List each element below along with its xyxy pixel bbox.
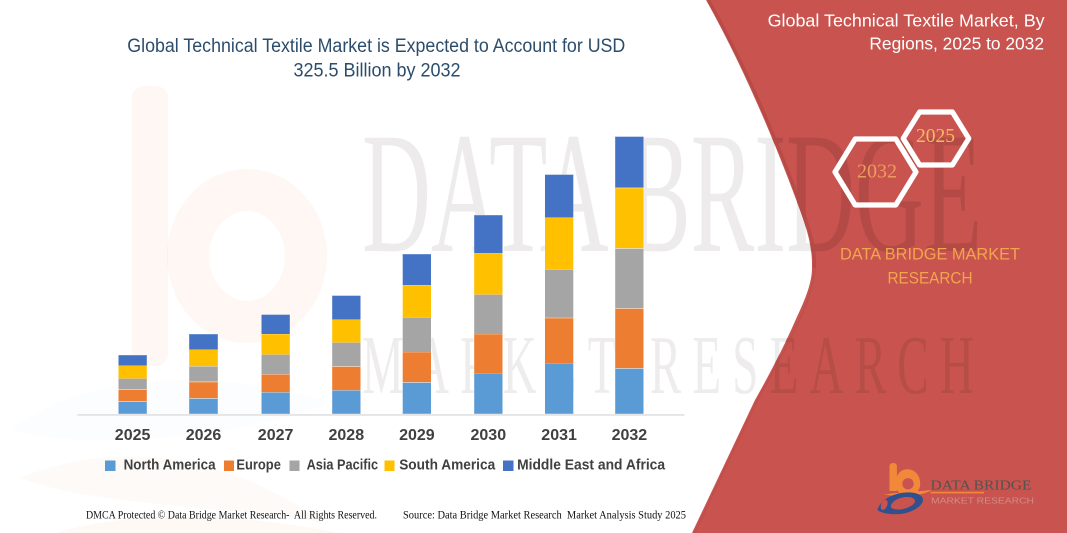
svg-text:325.5 Billion by 2032: 325.5 Billion by 2032	[294, 60, 461, 81]
svg-text:2029: 2029	[399, 427, 435, 444]
svg-text:Source: Data Bridge Market Res: Source: Data Bridge Market Research Mark…	[403, 509, 686, 522]
svg-text:North America: North America	[124, 458, 217, 474]
svg-text:Asia Pacific: Asia Pacific	[307, 458, 379, 474]
svg-text:Middle East and Africa: Middle East and Africa	[517, 458, 666, 474]
svg-text:2025: 2025	[916, 126, 955, 147]
svg-text:2027: 2027	[258, 427, 294, 444]
svg-text:RESEARCH: RESEARCH	[888, 269, 973, 288]
svg-text:Regions, 2025 to 2032: Regions, 2025 to 2032	[869, 34, 1044, 54]
svg-text:2025: 2025	[115, 427, 151, 444]
svg-text:Europe: Europe	[236, 458, 281, 474]
svg-text:DATA BRIDGE MARKET: DATA BRIDGE MARKET	[840, 245, 1020, 264]
svg-text:2031: 2031	[541, 427, 577, 444]
svg-text:South America: South America	[399, 458, 496, 474]
svg-text:2030: 2030	[471, 427, 507, 444]
svg-text:2028: 2028	[329, 427, 365, 444]
svg-text:2032: 2032	[612, 427, 648, 444]
svg-text:DMCA Protected © Data Bridge M: DMCA Protected © Data Bridge Market Rese…	[86, 509, 377, 522]
svg-text:DATA BRIDGE: DATA BRIDGE	[931, 479, 1032, 494]
svg-text:2026: 2026	[186, 427, 222, 444]
svg-text:MARKET RESEARCH: MARKET RESEARCH	[931, 497, 1034, 506]
svg-text:2032: 2032	[857, 161, 897, 183]
svg-text:Global Technical Textile Marke: Global Technical Textile Market is Expec…	[127, 36, 625, 57]
svg-text:Global Technical Textile Marke: Global Technical Textile Market, By	[768, 11, 1045, 31]
